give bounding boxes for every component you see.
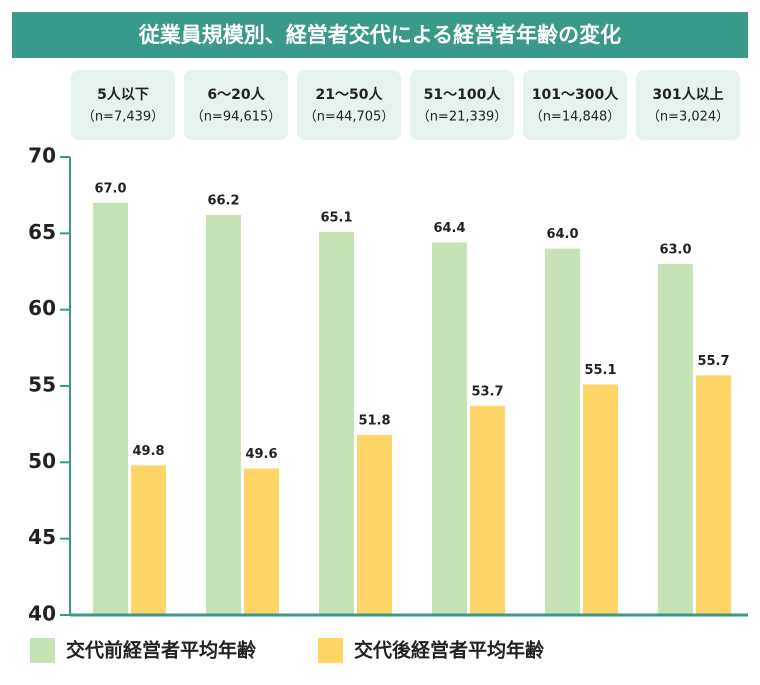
bar — [357, 434, 392, 615]
sample-size: （n=21,339） — [417, 110, 508, 125]
x-tick-label: 101〜300人 — [532, 86, 619, 103]
bar — [206, 215, 241, 615]
value-label: 49.8 — [132, 444, 164, 459]
bar — [319, 231, 354, 615]
y-tick-label: 50 — [28, 449, 56, 473]
chart-title: 従業員規模別、経営者交代による経営者年齢の変化 — [138, 23, 621, 47]
value-label: 64.4 — [433, 221, 465, 236]
value-label: 63.0 — [659, 242, 691, 257]
y-tick-label: 70 — [28, 144, 56, 168]
title-bar — [12, 12, 748, 58]
sample-size: （n=3,024） — [647, 110, 729, 125]
bar — [93, 202, 128, 616]
legend-label: 交代前経営者平均年齢 — [66, 639, 257, 662]
value-label: 67.0 — [94, 181, 126, 196]
bar — [432, 242, 467, 615]
bar — [470, 405, 505, 615]
x-tick-label: 51〜100人 — [424, 86, 502, 103]
legend-label: 交代後経営者平均年齢 — [354, 639, 545, 662]
value-label: 64.0 — [546, 227, 578, 242]
legend-swatch — [30, 638, 55, 663]
legend-swatch — [318, 638, 343, 663]
value-label: 51.8 — [358, 413, 390, 428]
y-tick-label: 45 — [28, 525, 56, 549]
y-tick-label: 60 — [28, 296, 56, 320]
y-tick-label: 40 — [28, 602, 56, 626]
sample-size: （n=14,848） — [530, 110, 621, 125]
x-tick-label: 6〜20人 — [207, 86, 265, 103]
category-box — [184, 70, 288, 140]
category-box — [523, 70, 627, 140]
category-box — [410, 70, 514, 140]
category-box — [71, 70, 175, 140]
value-label: 65.1 — [320, 210, 352, 225]
category-box — [297, 70, 401, 140]
bar — [583, 384, 618, 615]
sample-size: （n=7,439） — [82, 110, 164, 125]
value-label: 66.2 — [207, 194, 239, 209]
bar — [658, 263, 693, 615]
bar — [545, 248, 580, 615]
x-tick-label: 5人以下 — [97, 86, 149, 103]
bar — [244, 468, 279, 615]
value-label: 49.6 — [245, 447, 277, 462]
x-tick-label: 21〜50人 — [316, 86, 384, 103]
y-tick-label: 55 — [28, 373, 56, 397]
sample-size: （n=94,615） — [191, 110, 282, 125]
x-tick-label: 301人以上 — [652, 86, 723, 103]
value-label: 55.1 — [584, 363, 616, 378]
sample-size: （n=44,705） — [304, 110, 395, 125]
bar — [696, 375, 731, 615]
value-label: 53.7 — [471, 384, 503, 399]
value-label: 55.7 — [697, 354, 729, 369]
category-box — [636, 70, 740, 140]
y-tick-label: 65 — [28, 220, 56, 244]
bar — [131, 465, 166, 615]
